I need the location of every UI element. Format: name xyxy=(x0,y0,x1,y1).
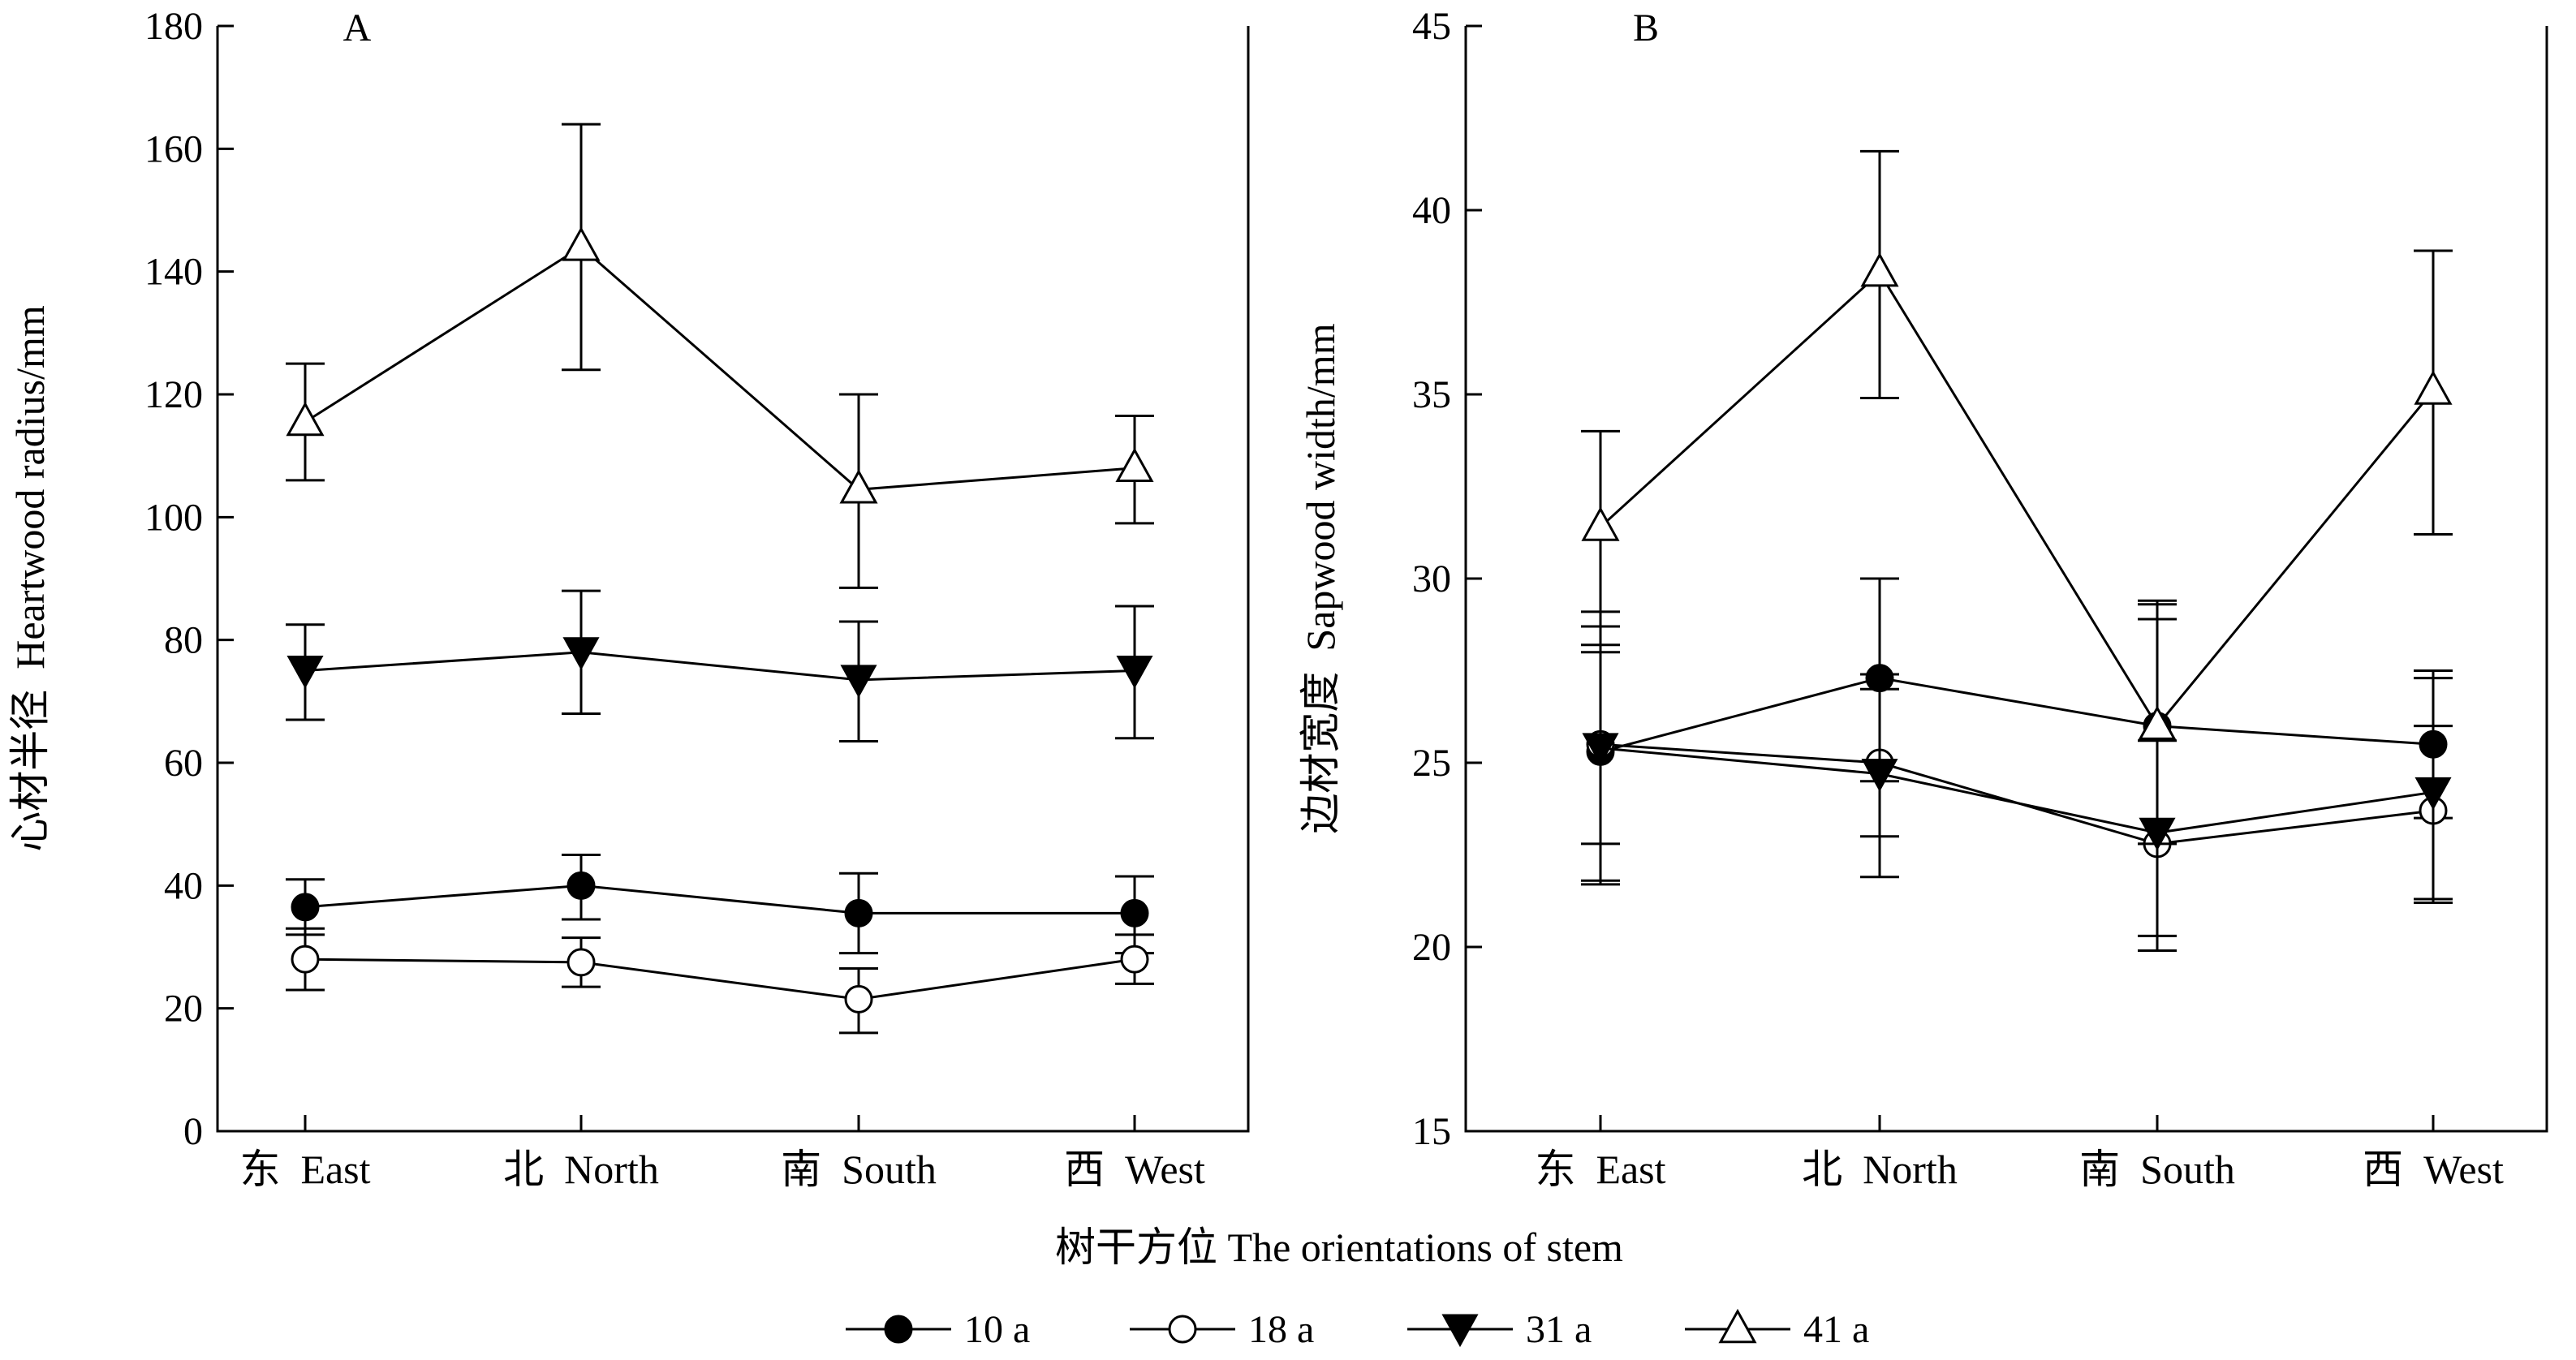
data-point xyxy=(1120,945,1149,974)
y-tick-label: 100 xyxy=(144,496,203,539)
legend-marker xyxy=(1718,1308,1757,1344)
data-point xyxy=(291,945,320,974)
y-tick-label: 20 xyxy=(1412,926,1451,969)
x-tick-label: 北 North xyxy=(1802,1147,1958,1192)
x-tick-label: 东 East xyxy=(239,1147,370,1192)
legend-item: 10 a xyxy=(846,1308,1030,1351)
y-tick-label: 0 xyxy=(183,1110,203,1153)
data-point xyxy=(844,984,873,1014)
legend: 10 a 18 a 31 a 41 a xyxy=(846,1308,1869,1351)
axis-frame xyxy=(1464,26,2548,1133)
legend-label: 31 a xyxy=(1526,1308,1592,1351)
data-point xyxy=(1116,656,1153,689)
legend-label: 41 a xyxy=(1803,1308,1869,1351)
data-point xyxy=(1582,733,1619,766)
data-point xyxy=(286,401,325,437)
x-tick-label: 西 West xyxy=(1064,1147,1205,1192)
data-point xyxy=(839,469,878,504)
series-18a xyxy=(286,927,1154,1035)
data-point xyxy=(1860,252,1899,287)
y-tick-label: 30 xyxy=(1412,557,1451,600)
panel-letter: A xyxy=(343,6,372,49)
data-point xyxy=(840,665,877,698)
series-10a xyxy=(286,854,1154,955)
data-point xyxy=(1120,898,1149,927)
y-axis-title: 边材宽度 Sapwood width/mm xyxy=(1298,323,1343,833)
axis-frame xyxy=(216,26,1250,1133)
data-point xyxy=(562,637,600,670)
data-point xyxy=(2414,370,2453,405)
series-line xyxy=(304,651,1135,682)
y-tick-label: 40 xyxy=(164,864,203,907)
series-line xyxy=(1600,747,2434,834)
data-point xyxy=(291,893,320,922)
y-tick-label: 180 xyxy=(144,5,203,48)
series-18a xyxy=(1581,643,2453,953)
y-tick-label: 80 xyxy=(164,619,203,662)
data-point xyxy=(1115,447,1154,483)
series-line xyxy=(1600,677,2434,753)
panel-a: 0 20 40 60 80 100 120 140 160 180 东 East 北 North 南 S… xyxy=(7,5,1250,1192)
y-tick-label: 25 xyxy=(1412,742,1451,785)
series-41a xyxy=(286,123,1154,589)
series-line xyxy=(304,245,1135,491)
series-31a xyxy=(286,589,1154,743)
x-axis-title: 树干方位 The orientations of stem xyxy=(1055,1224,1623,1270)
legend-marker xyxy=(884,1315,913,1344)
data-point xyxy=(566,948,596,977)
legend-marker xyxy=(1168,1315,1197,1344)
data-point xyxy=(2414,777,2452,811)
legend-item: 41 a xyxy=(1685,1308,1869,1351)
legend-item: 18 a xyxy=(1130,1308,1314,1351)
x-tick-label: 西 West xyxy=(2363,1147,2504,1192)
x-tick-label: 东 East xyxy=(1535,1147,1665,1192)
y-tick-label: 140 xyxy=(144,251,203,294)
x-tick-label: 北 North xyxy=(503,1147,659,1192)
series-line xyxy=(1599,270,2435,729)
data-point xyxy=(286,656,324,689)
data-point xyxy=(566,871,596,900)
y-tick-label: 35 xyxy=(1412,373,1451,416)
series-10a xyxy=(1581,577,2453,882)
x-tick-label: 南 South xyxy=(2079,1147,2235,1192)
y-tick-label: 20 xyxy=(164,988,203,1031)
panel-b: 15 20 25 30 35 40 45 东 East 北 North 南 South 西 West… xyxy=(1298,5,2548,1192)
data-point xyxy=(1581,506,1620,541)
y-tick-label: 15 xyxy=(1412,1110,1451,1153)
y-tick-label: 45 xyxy=(1412,5,1451,48)
legend-marker xyxy=(1441,1314,1479,1348)
series-31a xyxy=(1581,610,2453,937)
x-tick-label: 南 South xyxy=(781,1147,937,1192)
data-point xyxy=(844,898,873,927)
legend-label: 10 a xyxy=(964,1308,1030,1351)
series-41a xyxy=(1581,149,2453,846)
y-tick-label: 40 xyxy=(1412,189,1451,232)
legend-item: 31 a xyxy=(1407,1308,1592,1351)
legend-label: 18 a xyxy=(1248,1308,1314,1351)
y-tick-label: 60 xyxy=(164,742,203,785)
data-point xyxy=(1861,759,1898,792)
panel-letter: B xyxy=(1633,6,1659,49)
series-line xyxy=(304,884,1135,915)
data-point xyxy=(562,226,601,261)
data-point xyxy=(2138,705,2177,740)
y-tick-label: 160 xyxy=(144,127,203,170)
series-line xyxy=(304,958,1135,1001)
y-axis-title: 心材半径 Heartwood radius/mm xyxy=(7,305,53,852)
y-tick-label: 120 xyxy=(144,373,203,416)
